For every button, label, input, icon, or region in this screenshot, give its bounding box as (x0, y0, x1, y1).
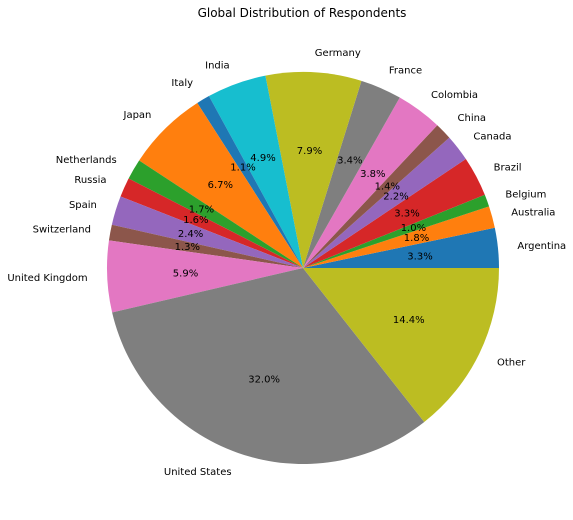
pct-label-germany: 7.9% (297, 146, 322, 157)
pct-label-united-states: 32.0% (248, 375, 280, 386)
slice-label-belgium: Belgium (505, 189, 546, 200)
slice-label-india: India (205, 61, 230, 72)
pct-label-spain: 2.4% (178, 229, 203, 240)
slice-label-argentina: Argentina (517, 241, 566, 252)
pie-slice-australia (303, 206, 495, 268)
slice-label-germany: Germany (315, 48, 361, 59)
slice-label-united-kingdom: United Kingdom (7, 273, 87, 284)
pct-label-other: 14.4% (393, 315, 425, 326)
pct-label-belgium: 1.0% (401, 223, 426, 234)
pct-label-russia: 1.6% (183, 215, 208, 226)
pct-label-brazil: 3.3% (394, 209, 419, 220)
pct-label-argentina: 3.3% (407, 251, 432, 262)
pct-label-india: 4.9% (250, 153, 275, 164)
pct-label-netherlands: 1.7% (189, 204, 214, 215)
pct-label-china: 1.4% (375, 182, 400, 193)
pie-slice-russia (120, 178, 303, 268)
pie-slice-netherlands (128, 160, 303, 268)
pie-slice-united-states (112, 268, 425, 464)
pie-slice-other (303, 268, 499, 422)
slice-label-france: France (389, 66, 422, 77)
pie-slice-china (303, 125, 450, 268)
pie-slice-india (208, 75, 303, 268)
pie-slice-brazil (303, 158, 485, 268)
pct-label-canada: 2.2% (383, 192, 408, 203)
slice-label-canada: Canada (473, 132, 511, 143)
pie-slice-japan (139, 102, 303, 268)
slice-label-australia: Australia (511, 207, 555, 218)
pie-slice-germany (265, 71, 362, 269)
slice-label-united-states: United States (164, 467, 232, 478)
pct-label-italy: 1.1% (230, 162, 255, 173)
slice-label-italy: Italy (171, 78, 193, 89)
pct-label-united-kingdom: 5.9% (173, 269, 198, 280)
slice-label-spain: Spain (69, 200, 97, 211)
pie-slice-united-kingdom (106, 240, 303, 313)
pct-label-switzerland: 1.3% (175, 242, 200, 253)
slice-label-other: Other (497, 358, 526, 369)
slice-label-russia: Russia (74, 175, 106, 186)
slice-label-brazil: Brazil (494, 163, 522, 174)
slice-labels: Argentina Australia Belgium Brazil Canada Chi… (7, 48, 566, 478)
pie-slice-switzerland (108, 224, 303, 268)
pct-labels: 3.3% 1.8%1.0% 3.3% 2.2%1.4% 3.8% 3.4% 7.9% 4.9%… (173, 146, 433, 385)
pct-label-japan: 6.7% (208, 180, 233, 191)
slice-label-netherlands: Netherlands (56, 155, 117, 166)
pct-label-france: 3.4% (337, 156, 362, 167)
pct-label-colombia: 3.8% (360, 169, 385, 180)
slice-label-switzerland: Switzerland (33, 225, 91, 236)
slice-label-colombia: Colombia (431, 90, 478, 101)
pie-slices (106, 71, 499, 464)
pie-slice-canada (303, 137, 466, 268)
slice-label-japan: Japan (123, 110, 152, 121)
pie-slice-italy (197, 96, 303, 268)
pie-slice-belgium (303, 194, 490, 268)
pct-label-australia: 1.8% (404, 233, 429, 244)
chart-title: Global Distribution of Respondents (198, 6, 407, 20)
slice-label-china: China (458, 113, 487, 124)
pie-slice-spain (111, 196, 303, 268)
pie-slice-colombia (303, 97, 438, 268)
pie-slice-france (303, 80, 400, 268)
pie-slice-argentina (303, 227, 499, 268)
